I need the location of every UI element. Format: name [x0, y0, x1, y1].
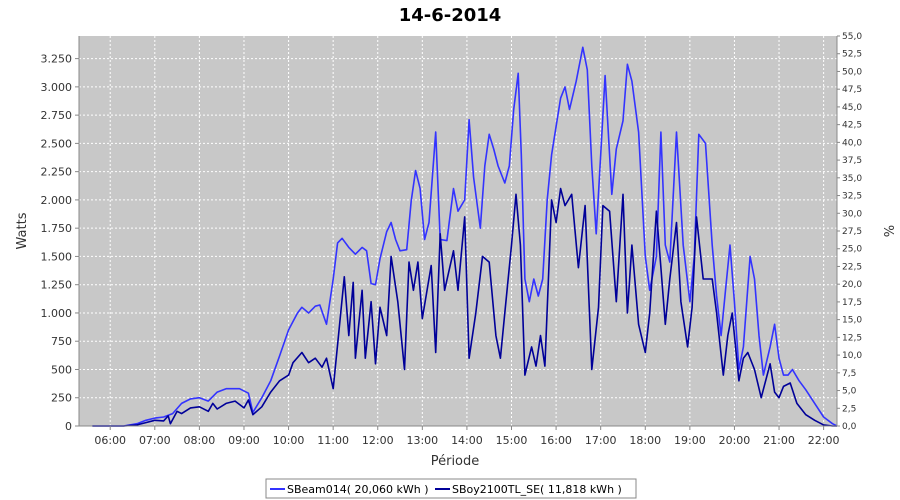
y-tick-label: 250 [51, 392, 72, 405]
y-tick-label: 750 [51, 335, 72, 348]
legend-label-sboy2100tl: SBoy2100TL_SE( 11,818 kWh ) [452, 483, 622, 496]
y2-tick-label: 25,0 [842, 245, 862, 255]
x-tick-label: 22:00 [808, 434, 840, 447]
y2-tick-label: 7,5 [842, 369, 856, 379]
y-tick-label: 1.750 [41, 222, 73, 235]
legend: SBeam014( 20,060 kWh ) SBoy2100TL_SE( 11… [265, 478, 637, 499]
x-tick-label: 20:00 [719, 434, 751, 447]
y-tick-label: 500 [51, 363, 72, 376]
y2-tick-label: 32,5 [842, 192, 862, 202]
chart-title: 14-6-2014 [399, 5, 502, 26]
y2-axis-title: % [880, 225, 895, 237]
x-tick-label: 07:00 [139, 434, 171, 447]
x-axis-title: Période [431, 454, 480, 469]
y-tick-label: 0 [65, 420, 72, 433]
y2-tick-label: 52,5 [842, 50, 862, 60]
series-line-sbeam014 [92, 46, 838, 427]
y2-tick-label: 2,5 [842, 404, 856, 414]
y-tick-label: 2.500 [41, 137, 73, 150]
y2-axis-ticks: 0,0 2,5 5,0 7,5 10,0 12,5 15,0 17,5 20,0 22,5 25,0… [837, 32, 862, 432]
y2-tick-label: 27,5 [842, 227, 862, 237]
x-tick-label: 15:00 [496, 434, 528, 447]
series-line-sboy2100tl [92, 187, 837, 427]
y-tick-label: 2.250 [41, 166, 73, 179]
legend-box [265, 478, 637, 499]
y2-tick-label: 40,0 [842, 138, 862, 148]
y2-tick-label: 37,5 [842, 156, 862, 166]
y2-tick-label: 30,0 [842, 209, 862, 219]
y-tick-label: 2.000 [41, 194, 73, 207]
y2-tick-label: 17,5 [842, 298, 862, 308]
x-tick-label: 09:00 [228, 434, 260, 447]
y-tick-label: 3.250 [41, 53, 73, 66]
y-tick-label: 1.000 [41, 307, 73, 320]
x-tick-label: 17:00 [585, 434, 617, 447]
x-tick-label: 06:00 [94, 434, 126, 447]
x-axis-ticks: 06:00 07:00 08:00 09:00 10:00 11:00 12:00 13:00… [94, 426, 839, 447]
y-axis-title: Watts [15, 212, 30, 249]
y-axis-ticks: 0 250 500 750 1.000 1.250 1.500 1.750 2.000 2.250… [41, 53, 79, 433]
x-tick-label: 13:00 [406, 434, 438, 447]
x-tick-label: 19:00 [674, 434, 706, 447]
y-tick-label: 2.750 [41, 109, 73, 122]
y2-tick-label: 22,5 [842, 262, 862, 272]
y2-tick-label: 35,0 [842, 174, 862, 184]
y2-tick-label: 47,5 [842, 85, 862, 95]
x-tick-label: 18:00 [629, 434, 661, 447]
y2-tick-label: 15,0 [842, 316, 862, 326]
x-tick-label: 08:00 [184, 434, 216, 447]
x-tick-label: 11:00 [317, 434, 349, 447]
x-tick-label: 10:00 [273, 434, 305, 447]
y2-tick-label: 5,0 [842, 387, 857, 397]
plot-area [79, 36, 837, 426]
y2-tick-label: 42,5 [842, 121, 862, 131]
y2-tick-label: 12,5 [842, 333, 862, 343]
x-tick-label: 12:00 [362, 434, 394, 447]
y-tick-label: 1.250 [41, 279, 73, 292]
y2-tick-label: 45,0 [842, 103, 862, 113]
y-tick-label: 1.500 [41, 250, 73, 263]
y2-tick-label: 50,0 [842, 67, 862, 77]
y2-tick-label: 55,0 [842, 32, 862, 42]
x-tick-label: 14:00 [451, 434, 483, 447]
y2-tick-label: 0,0 [842, 422, 857, 432]
x-tick-label: 21:00 [763, 434, 795, 447]
legend-label-sbeam014: SBeam014( 20,060 kWh ) [287, 483, 429, 496]
y2-tick-label: 20,0 [842, 280, 862, 290]
x-gridlines [109, 36, 825, 426]
series-layer [92, 46, 838, 427]
y-tick-label: 3.000 [41, 81, 73, 94]
y2-tick-label: 10,0 [842, 351, 862, 361]
x-tick-label: 16:00 [540, 434, 572, 447]
